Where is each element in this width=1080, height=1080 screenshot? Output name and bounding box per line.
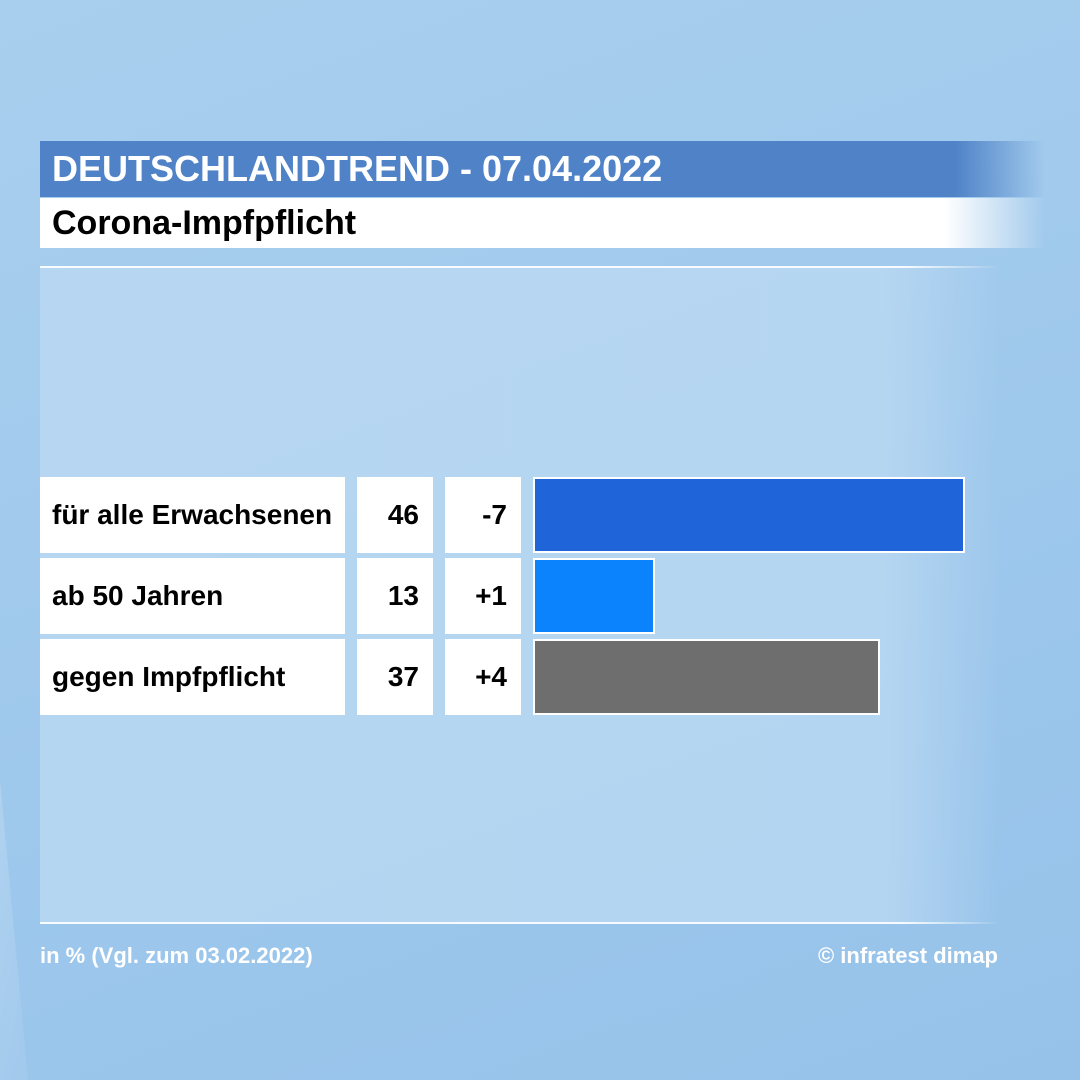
value-label: 37 bbox=[357, 639, 433, 715]
category-label: für alle Erwachsenen bbox=[40, 477, 345, 553]
bar-row: ab 50 Jahren 13 +1 bbox=[40, 558, 970, 634]
top-divider bbox=[40, 266, 1000, 268]
bar-row: gegen Impfpflicht 37 +4 bbox=[40, 639, 970, 715]
value-label: 46 bbox=[357, 477, 433, 553]
footnote: in % (Vgl. zum 03.02.2022) bbox=[40, 943, 313, 968]
chart-title: DEUTSCHLANDTREND - 07.04.2022 bbox=[52, 148, 663, 189]
change-label: +1 bbox=[445, 558, 521, 634]
change-label: +4 bbox=[445, 639, 521, 715]
bar-row: für alle Erwachsenen 46 -7 bbox=[40, 477, 970, 553]
change-label: -7 bbox=[445, 477, 521, 553]
chart-subtitle-bar: Corona-Impfpflicht bbox=[40, 198, 1045, 248]
category-label: ab 50 Jahren bbox=[40, 558, 345, 634]
chart-title-bar: DEUTSCHLANDTREND - 07.04.2022 bbox=[40, 141, 1045, 197]
chart-subtitle: Corona-Impfpflicht bbox=[52, 203, 357, 242]
source-credit: © infratest dimap bbox=[817, 943, 998, 968]
bar bbox=[533, 639, 880, 715]
bar bbox=[533, 558, 655, 634]
bottom-divider bbox=[40, 922, 1000, 924]
category-label: gegen Impfpflicht bbox=[40, 639, 345, 715]
bar bbox=[533, 477, 965, 553]
value-label: 13 bbox=[357, 558, 433, 634]
